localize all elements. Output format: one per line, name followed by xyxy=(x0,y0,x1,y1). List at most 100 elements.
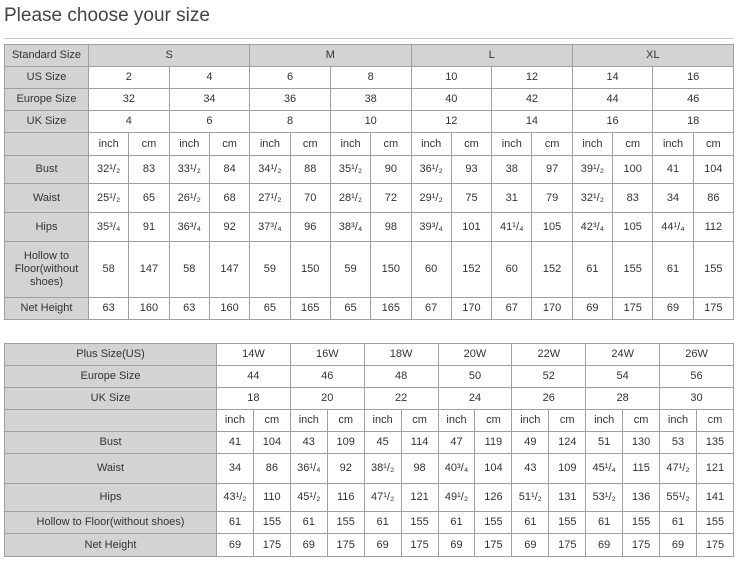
measure-cell: 93 xyxy=(450,155,493,184)
measure-cell: 175 xyxy=(326,533,365,557)
measure-cell: 175 xyxy=(548,533,587,557)
measure-cell: 155 xyxy=(692,241,735,298)
measure-cell: 135 xyxy=(695,431,735,454)
measure-cell: 43¹/₂ xyxy=(216,483,254,512)
units-row: inch cm inch cm inch cm inch cm inch cm inch cm inch… xyxy=(4,409,735,432)
row-label: Standard Size xyxy=(4,44,89,67)
size-cell: 26W xyxy=(659,343,734,366)
measure-cell: 41 xyxy=(216,431,254,454)
size-cell: 12 xyxy=(410,110,493,133)
measure-cell: 136 xyxy=(622,483,661,512)
measure-cell: 175 xyxy=(695,533,735,557)
measure-cell: 69 xyxy=(652,297,694,320)
measure-cell: 152 xyxy=(531,241,573,298)
size-cell: 42 xyxy=(491,88,573,111)
measure-cell: 35¹/₂ xyxy=(329,155,372,184)
row-label: Europe Size xyxy=(4,88,89,111)
unit-cell: inch xyxy=(571,132,614,156)
measure-cell: 88 xyxy=(289,155,331,184)
size-row-plus-size-us: Plus Size(US) 14W 16W 18W 20W 22W 24W 26W xyxy=(4,343,734,366)
size-cell: 8 xyxy=(249,110,331,133)
size-cell: 10 xyxy=(329,110,412,133)
measure-cell: 155 xyxy=(612,241,654,298)
measure-row-hollow-to-floor-without-shoes: Hollow to Floor(without shoes) 61 155 61 155… xyxy=(4,511,735,534)
unit-cell: inch xyxy=(491,132,533,156)
units-row: inch cm inch cm inch cm inch cm inch cm inch cm inch… xyxy=(4,132,735,156)
measure-cell: 175 xyxy=(612,297,654,320)
measure-cell: 28¹/₂ xyxy=(329,183,372,213)
measure-cell: 126 xyxy=(474,483,513,512)
measure-cell: 147 xyxy=(128,241,170,298)
measure-cell: 60 xyxy=(410,241,452,298)
measure-row-net-height: Net Height 63 160 63 160 65 165 65 165 67 170 67 170… xyxy=(4,297,735,320)
measure-cell: 96 xyxy=(289,212,331,242)
size-cell: 18 xyxy=(216,387,291,410)
unit-cell: cm xyxy=(548,409,587,432)
size-group-m: M xyxy=(249,44,412,67)
measure-cell: 155 xyxy=(695,511,735,534)
unit-cell: cm xyxy=(612,132,654,156)
measure-cell: 69 xyxy=(363,533,402,557)
size-cell: 40 xyxy=(410,88,493,111)
measure-cell: 43 xyxy=(289,431,328,454)
measure-cell: 165 xyxy=(289,297,331,320)
size-cell: 24 xyxy=(437,387,513,410)
measure-cell: 175 xyxy=(692,297,735,320)
unit-cell: cm xyxy=(128,132,170,156)
measure-cell: 61 xyxy=(585,511,624,534)
measure-cell: 61 xyxy=(659,511,697,534)
size-cell: 38 xyxy=(329,88,412,111)
unit-cell: inch xyxy=(585,409,624,432)
measure-cell: 98 xyxy=(400,453,439,484)
size-cell: 22W xyxy=(511,343,587,366)
measure-cell: 43 xyxy=(511,453,550,484)
unit-cell: inch xyxy=(249,132,291,156)
measure-cell: 34 xyxy=(652,183,694,213)
measure-cell: 83 xyxy=(612,183,654,213)
measure-cell: 70 xyxy=(289,183,331,213)
measure-cell: 160 xyxy=(208,297,251,320)
measure-cell: 29¹/₂ xyxy=(410,183,452,213)
measure-cell: 44¹/₄ xyxy=(652,212,694,242)
row-label: Net Height xyxy=(4,297,89,320)
measure-cell: 150 xyxy=(289,241,331,298)
size-group-xl: XL xyxy=(571,44,735,67)
measure-cell: 41¹/₄ xyxy=(491,212,533,242)
measure-cell: 147 xyxy=(208,241,251,298)
measure-cell: 63 xyxy=(87,297,130,320)
measure-cell: 155 xyxy=(326,511,365,534)
unit-cell: cm xyxy=(450,132,493,156)
size-row-europe-size: Europe Size 32 34 36 38 40 42 44 46 xyxy=(4,88,734,111)
measure-cell: 69 xyxy=(585,533,624,557)
measure-cell: 61 xyxy=(652,241,694,298)
row-label: Hollow to Floor(without shoes) xyxy=(4,241,89,298)
unit-cell: cm xyxy=(622,409,661,432)
measure-cell: 49¹/₂ xyxy=(437,483,476,512)
measure-row-waist: Waist 34 86 36¹/₄ 92 38¹/₂ 98 40³/₄ 104 43 109 45¹/… xyxy=(4,453,735,484)
size-cell: 18W xyxy=(363,343,439,366)
size-cell: 56 xyxy=(659,365,734,388)
unit-cell: inch xyxy=(652,132,694,156)
measure-cell: 55¹/₂ xyxy=(659,483,697,512)
size-cell: 4 xyxy=(88,110,170,133)
measure-cell: 100 xyxy=(612,155,654,184)
measure-cell: 61 xyxy=(571,241,614,298)
measure-cell: 39¹/₂ xyxy=(571,155,614,184)
size-cell: 22 xyxy=(363,387,439,410)
measure-cell: 152 xyxy=(450,241,493,298)
measure-cell: 130 xyxy=(622,431,661,454)
measure-cell: 33¹/₂ xyxy=(168,155,210,184)
measure-cell: 86 xyxy=(692,183,735,213)
unit-cell: inch xyxy=(511,409,550,432)
size-cell: 28 xyxy=(585,387,661,410)
measure-cell: 45 xyxy=(363,431,402,454)
measure-cell: 104 xyxy=(474,453,513,484)
measure-cell: 84 xyxy=(208,155,251,184)
measure-cell: 26¹/₂ xyxy=(168,183,210,213)
row-label: Hollow to Floor(without shoes) xyxy=(4,511,217,534)
standard-size-table: Standard Size S M L XL US Size 2 4 6 8 10 12 14 16 Eur… xyxy=(4,44,735,320)
size-cell: 46 xyxy=(652,88,734,111)
measure-cell: 36¹/₂ xyxy=(410,155,452,184)
measure-cell: 170 xyxy=(450,297,493,320)
measure-cell: 97 xyxy=(531,155,573,184)
